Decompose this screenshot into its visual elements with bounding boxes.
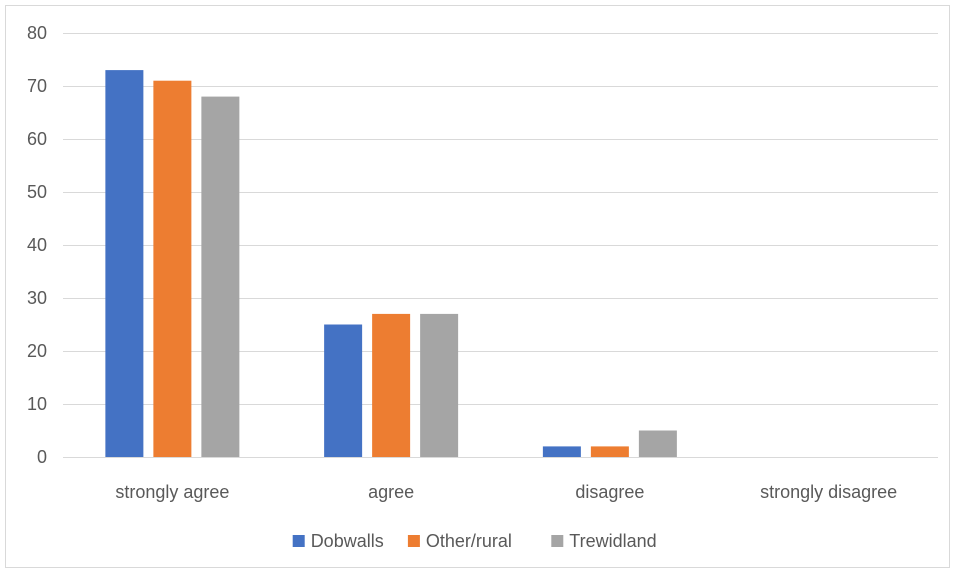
bars — [105, 70, 677, 457]
x-category-label: agree — [368, 482, 414, 502]
bar-trewidland-agree — [420, 313, 459, 457]
bar-trewidland-disagree — [638, 430, 677, 457]
x-category-label: strongly disagree — [760, 482, 897, 502]
y-tick-label: 10 — [27, 394, 47, 414]
bar-dobwalls-agree — [324, 324, 363, 457]
x-category-label: strongly agree — [115, 482, 229, 502]
y-tick-label: 40 — [27, 235, 47, 255]
legend-swatch-dobwalls — [292, 535, 305, 547]
bar-dobwalls-disagree — [542, 446, 581, 457]
y-tick-label: 70 — [27, 76, 47, 96]
y-tick-label: 20 — [27, 341, 47, 361]
x-axis-categories: strongly agree agree disagree strongly disa… — [115, 482, 897, 502]
y-tick-label: 60 — [27, 129, 47, 149]
legend-swatch-trewidland — [551, 535, 564, 547]
y-tick-label: 0 — [37, 447, 47, 467]
legend-label: Other/rural — [426, 531, 512, 551]
legend-swatch-other-rural — [407, 535, 420, 547]
x-category-label: disagree — [575, 482, 644, 502]
legend-label: Dobwalls — [311, 531, 384, 551]
gridlines — [63, 33, 938, 458]
y-axis-ticks: 0 10 20 30 40 50 60 70 80 — [27, 23, 47, 467]
bar-other-rural-strongly-agree — [153, 80, 192, 457]
y-tick-label: 80 — [27, 23, 47, 43]
y-tick-label: 50 — [27, 182, 47, 202]
y-tick-label: 30 — [27, 288, 47, 308]
bar-other-rural-agree — [372, 313, 411, 457]
bar-dobwalls-strongly-agree — [105, 70, 144, 457]
legend-label: Trewidland — [569, 531, 656, 551]
bar-other-rural-disagree — [590, 446, 629, 457]
bar-trewidland-strongly-agree — [201, 96, 240, 457]
legend: Dobwalls Other/rural Trewidland — [292, 531, 657, 551]
